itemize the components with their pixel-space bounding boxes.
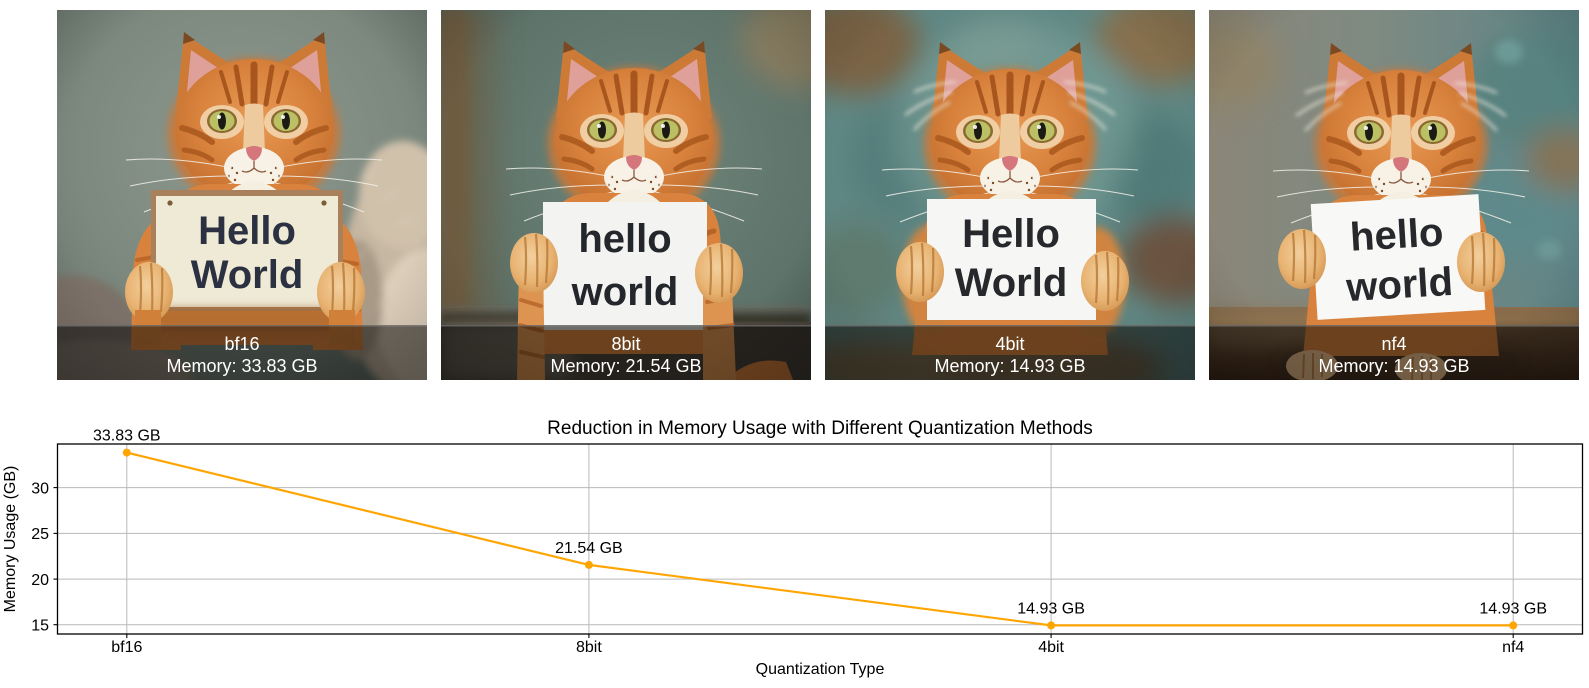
svg-text:20: 20 <box>31 572 49 589</box>
svg-text:Memory: 21.54 GB: Memory: 21.54 GB <box>550 356 701 376</box>
svg-text:14.93 GB: 14.93 GB <box>1017 600 1085 617</box>
svg-text:Quantization Type: Quantization Type <box>756 661 885 678</box>
svg-text:14.93 GB: 14.93 GB <box>1479 600 1547 617</box>
svg-text:Memory: 14.93 GB: Memory: 14.93 GB <box>934 356 1085 376</box>
svg-text:30: 30 <box>31 480 49 497</box>
svg-text:4bit: 4bit <box>1038 639 1064 656</box>
svg-text:21.54 GB: 21.54 GB <box>555 540 623 557</box>
svg-text:15: 15 <box>31 618 49 635</box>
svg-text:25: 25 <box>31 526 49 543</box>
svg-text:nf4: nf4 <box>1502 639 1524 656</box>
svg-text:Memory: 33.83 GB: Memory: 33.83 GB <box>166 356 317 376</box>
svg-text:nf4: nf4 <box>1381 334 1406 354</box>
svg-text:8bit: 8bit <box>576 639 602 656</box>
svg-text:bf16: bf16 <box>111 639 142 656</box>
svg-text:33.83 GB: 33.83 GB <box>93 428 161 445</box>
svg-text:4bit: 4bit <box>995 334 1024 354</box>
svg-text:Memory: 14.93 GB: Memory: 14.93 GB <box>1318 356 1469 376</box>
svg-text:bf16: bf16 <box>224 334 259 354</box>
svg-text:8bit: 8bit <box>611 334 640 354</box>
svg-text:Memory Usage (GB): Memory Usage (GB) <box>2 466 19 613</box>
svg-text:Reduction in Memory Usage with: Reduction in Memory Usage with Different… <box>547 418 1093 439</box>
